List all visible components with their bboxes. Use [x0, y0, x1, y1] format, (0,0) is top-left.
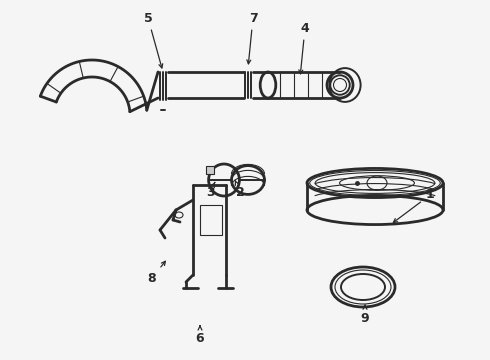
Text: 6: 6 [196, 326, 204, 345]
Text: 9: 9 [361, 305, 369, 324]
Bar [200, 205, 222, 235]
Text: 5: 5 [144, 12, 163, 68]
Text: 2: 2 [235, 180, 245, 198]
Bar [206, 166, 214, 174]
Text: 7: 7 [247, 12, 257, 64]
Text: 1: 1 [393, 189, 434, 222]
Text: 8: 8 [147, 261, 166, 284]
Text: 4: 4 [299, 22, 309, 74]
Text: 3: 3 [206, 183, 215, 198]
